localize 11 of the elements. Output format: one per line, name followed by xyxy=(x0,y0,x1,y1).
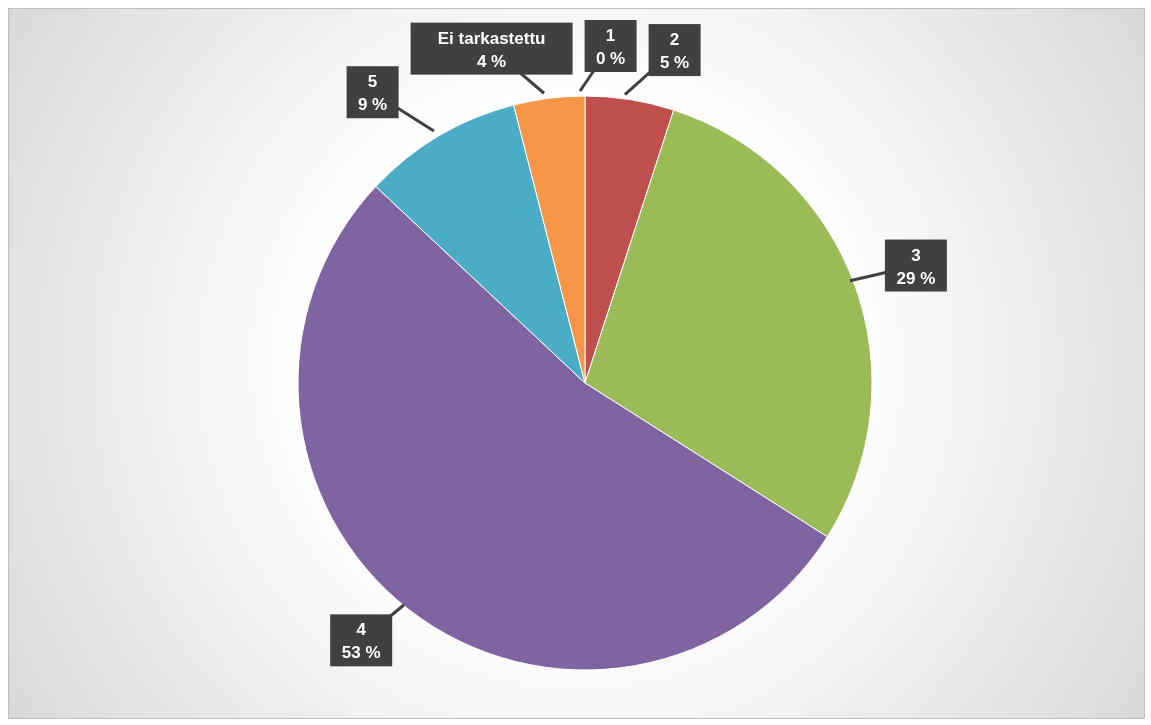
slice-label: 5 xyxy=(367,72,378,92)
slice-label: 2 xyxy=(669,30,680,50)
data-label: 29 % xyxy=(896,268,936,288)
data-label: 53 % xyxy=(341,643,381,663)
data-label: 4 % xyxy=(476,51,507,71)
slice-label: 3 xyxy=(911,245,921,265)
slice-label: Ei tarkastettu xyxy=(437,28,546,48)
data-label: 5 % xyxy=(659,53,690,73)
text: 0 % xyxy=(595,49,626,68)
category-label: 1 xyxy=(605,26,616,45)
data-label: 9 % xyxy=(357,95,388,115)
